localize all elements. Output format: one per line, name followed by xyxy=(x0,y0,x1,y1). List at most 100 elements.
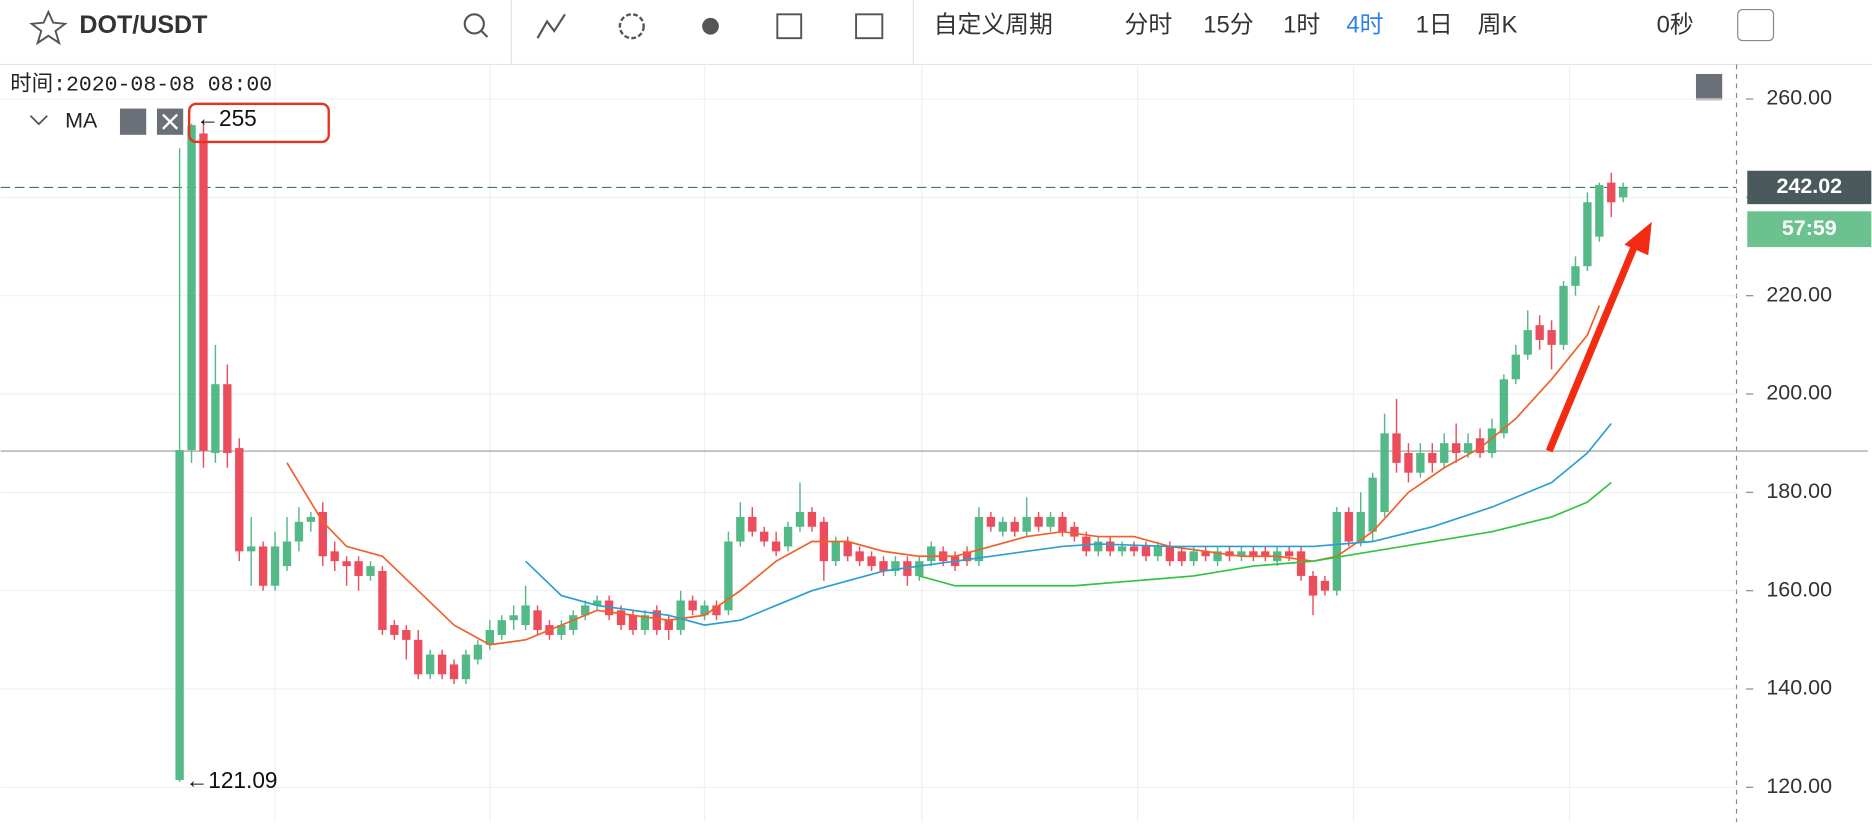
ma-line xyxy=(286,305,1601,646)
candle-body xyxy=(402,630,411,640)
candle-body xyxy=(1607,182,1616,203)
y-tick-label: 180.00 xyxy=(1766,479,1832,503)
candle-body xyxy=(867,556,876,567)
layout-icon[interactable] xyxy=(776,13,803,40)
candle-body xyxy=(509,615,518,621)
candle-body xyxy=(1284,551,1294,557)
candle-body xyxy=(628,615,638,631)
screenshot-icon[interactable] xyxy=(855,13,884,40)
theme-icon[interactable] xyxy=(702,17,719,35)
candle-body xyxy=(1511,354,1520,380)
camera-icon[interactable] xyxy=(1737,8,1775,42)
candle-body xyxy=(1332,512,1342,591)
period-tab[interactable]: 1时 xyxy=(1283,12,1320,39)
candle-body xyxy=(1595,185,1604,237)
candle-body xyxy=(1463,443,1473,454)
candle-body xyxy=(569,615,578,631)
candle-body xyxy=(1416,453,1425,473)
countdown-label: 57:59 xyxy=(1782,216,1837,240)
period-tab[interactable]: 15分 xyxy=(1203,12,1253,39)
candle-body xyxy=(473,644,483,660)
candle-body xyxy=(581,605,590,616)
search-icon-handle xyxy=(480,30,489,38)
candle-body xyxy=(1046,516,1055,527)
search-icon[interactable] xyxy=(463,13,485,35)
candle-body xyxy=(1022,516,1031,532)
candle-body xyxy=(557,625,566,635)
candle-body xyxy=(330,551,339,562)
candle-body xyxy=(461,654,471,680)
y-tick-label: 200.00 xyxy=(1766,381,1832,405)
favorite-icon[interactable] xyxy=(29,9,68,46)
trend-arrow-head xyxy=(1624,221,1652,256)
candle-body xyxy=(795,512,805,527)
candle-body xyxy=(1487,428,1497,454)
candle-body xyxy=(1094,541,1103,552)
period-tab[interactable]: 自定义周期 xyxy=(934,12,1053,39)
candle-body xyxy=(1356,512,1365,542)
candle-body xyxy=(807,512,817,527)
candle-body xyxy=(998,521,1007,532)
candle-body xyxy=(593,600,602,606)
period-tab[interactable]: 周K xyxy=(1478,12,1518,39)
period-tab[interactable]: 4时 xyxy=(1346,12,1383,39)
candle-body xyxy=(390,625,399,635)
y-tick-label: 160.00 xyxy=(1766,577,1832,601)
candle-body xyxy=(1117,546,1127,552)
candle-body xyxy=(676,600,685,631)
candle-body xyxy=(247,546,256,552)
low-label: ←121.09 xyxy=(186,767,278,793)
candle-body xyxy=(688,600,697,611)
candle-body xyxy=(1034,516,1043,527)
candle-body xyxy=(1165,546,1175,562)
countdown-toggle[interactable]: 0秒 xyxy=(1657,12,1694,39)
candle-body xyxy=(354,561,363,576)
candle-body xyxy=(1141,546,1151,557)
candle-body xyxy=(1368,477,1377,532)
high-label: ←255 xyxy=(196,105,256,131)
indicator-settings[interactable] xyxy=(119,108,147,135)
y-tick-label: 220.00 xyxy=(1766,282,1832,306)
candle-body xyxy=(879,561,888,572)
candle-body xyxy=(199,133,208,451)
last-price-label: 242.02 xyxy=(1776,174,1842,198)
indicator-icon[interactable] xyxy=(536,13,566,39)
candle-body xyxy=(1571,266,1580,286)
candle-body xyxy=(771,541,781,552)
candle-body xyxy=(1308,575,1318,596)
candle-body xyxy=(318,512,327,557)
ma-line xyxy=(919,481,1612,587)
candle-body xyxy=(437,654,447,675)
candle-body xyxy=(1559,285,1568,345)
candle-body xyxy=(187,125,196,451)
candle-body xyxy=(414,639,423,675)
candle-body xyxy=(652,610,662,631)
candle-body xyxy=(1249,551,1258,557)
candle-body xyxy=(1237,551,1246,557)
candle-body xyxy=(700,605,709,616)
candle-body xyxy=(211,384,220,454)
candle-body xyxy=(712,605,721,616)
candle-body xyxy=(664,620,673,631)
candle-body xyxy=(783,526,793,547)
highlight-box xyxy=(187,102,330,144)
fullscreen-button[interactable] xyxy=(1695,73,1723,101)
period-tab[interactable]: 1日 xyxy=(1416,12,1453,39)
collapse-icon[interactable] xyxy=(29,115,48,126)
candle-body xyxy=(1404,453,1413,473)
period-tab[interactable]: 分时 xyxy=(1124,12,1172,39)
symbol[interactable]: DOT/USDT xyxy=(79,11,208,39)
candle-body xyxy=(736,516,745,542)
candle-body xyxy=(831,541,840,562)
settings-icon[interactable] xyxy=(618,13,645,40)
candle-body xyxy=(1475,438,1485,454)
candle-body xyxy=(1261,551,1270,557)
candle-body xyxy=(962,551,972,562)
candle-body xyxy=(1499,379,1509,434)
y-tick-label: 140.00 xyxy=(1766,676,1832,700)
candle-body xyxy=(282,541,292,567)
last-price-tag xyxy=(1747,170,1872,205)
candle-body xyxy=(294,521,304,542)
